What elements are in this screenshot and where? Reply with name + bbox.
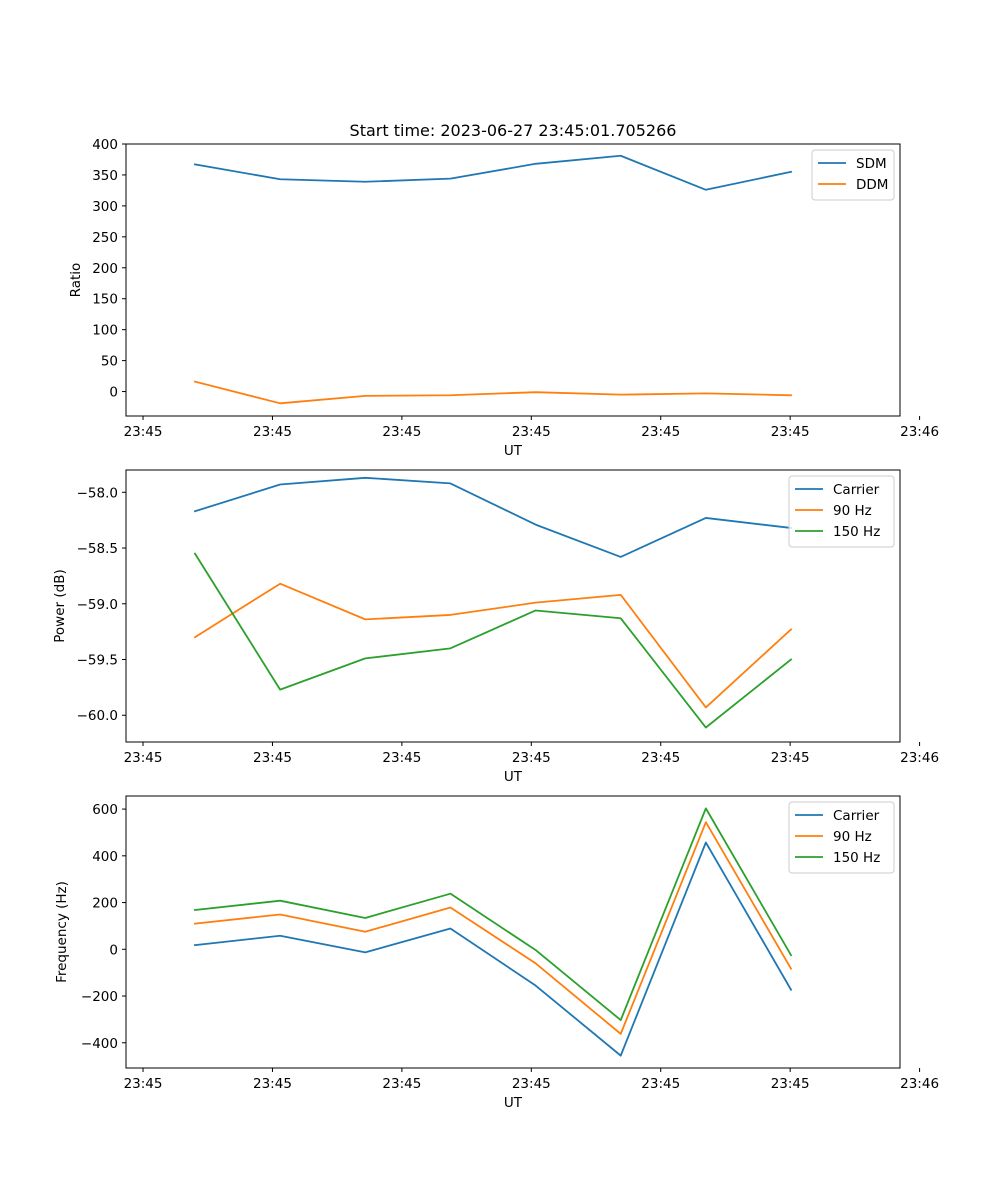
x-tick-label: 23:45 [512,1076,551,1092]
charts-container: 0 50 100 150 200 250 300 350 400 23:45 23:45 23:45 2… [52,137,939,1111]
y-axis-label: Frequency (Hz) [54,881,70,983]
series-line-carrier [193,476,793,558]
chart-panel-1: 0 50 100 150 200 250 300 350 400 23:45 23:45 23:45 2… [68,137,939,459]
x-tick-label: 23:45 [382,1076,421,1092]
x-tick-label: 23:45 [253,750,292,766]
x-axis-label: UT [504,443,523,459]
x-tick-label: 23:45 [641,1076,680,1092]
y-tick-label: 150 [92,292,118,308]
legend-entry: 90 Hz [833,503,872,519]
x-tick-label: 23:45 [512,750,551,766]
legend: SDM DDM [811,149,895,201]
y-tick-label: 200 [92,896,118,912]
series-line-90-hz [193,582,793,709]
y-tick-label: −200 [81,989,118,1005]
series-line-90-hz [193,821,793,1035]
series-line-sdm [193,154,793,191]
legend-entry: Carrier [833,482,880,498]
x-tick-label: 23:46 [900,424,939,440]
plot-frame [125,469,901,743]
plot-frame [125,143,901,417]
series-line-150-hz [193,807,793,1021]
figure-title: Start time: 2023-06-27 23:45:01.705266 [350,121,677,140]
x-tick-label: 23:45 [124,424,163,440]
y-tick-label: 400 [92,137,118,153]
x-tick-label: 23:45 [771,424,810,440]
series-line-carrier [193,841,793,1057]
legend-entry: SDM [856,156,887,172]
legend-entry: 90 Hz [833,829,872,845]
legend-entry: Carrier [833,808,880,824]
series-line-ddm [193,380,792,405]
x-tick-label: 23:45 [382,424,421,440]
legend-entry: DDM [856,177,888,193]
x-tick-label: 23:45 [124,750,163,766]
y-tick-label: 350 [92,168,118,184]
y-tick-label: −59.0 [77,597,118,613]
y-tick-label: 200 [92,261,118,277]
y-tick-label: 0 [109,942,118,958]
legend-entry: 150 Hz [833,524,880,540]
y-tick-label: 400 [92,849,118,865]
chart-panel-3: −400 −200 0 200 400 600 23:45 23:45 23:45 23:45 23… [54,795,939,1111]
x-tick-label: 23:46 [900,750,939,766]
y-tick-label: 0 [109,385,118,401]
x-tick-label: 23:45 [253,1076,292,1092]
legend: Carrier 90 Hz 150 Hz [788,801,895,874]
x-tick-label: 23:45 [641,424,680,440]
y-axis-label: Ratio [68,263,84,298]
x-tick-label: 23:45 [253,424,292,440]
y-tick-label: 100 [92,323,118,339]
series-line-150-hz [193,552,793,729]
legend-box [788,801,895,874]
x-tick-label: 23:45 [124,1076,163,1092]
y-axis-label: Power (dB) [52,569,68,642]
legend: Carrier 90 Hz 150 Hz [788,475,895,548]
y-tick-label: −400 [81,1036,118,1052]
x-tick-label: 23:45 [641,750,680,766]
x-axis-label: UT [504,769,523,785]
plot-frame [125,795,901,1069]
y-tick-label: 250 [92,230,118,246]
y-tick-label: −58.0 [77,485,118,501]
y-tick-label: −58.5 [77,541,118,557]
y-tick-label: −59.5 [77,653,118,669]
x-axis-label: UT [504,1095,523,1111]
x-tick-label: 23:45 [771,750,810,766]
chart-panel-2: −58.0 −58.5 −59.0 −59.5 −60.0 23:45 23:45 23:45… [52,469,939,785]
y-tick-label: 600 [92,802,118,818]
y-tick-label: 300 [92,199,118,215]
legend-box [788,475,895,548]
x-tick-label: 23:46 [900,1076,939,1092]
y-tick-label: −60.0 [77,708,118,724]
x-tick-label: 23:45 [382,750,421,766]
x-tick-label: 23:45 [512,424,551,440]
y-tick-label: 50 [101,354,118,370]
x-tick-label: 23:45 [771,1076,810,1092]
legend-entry: 150 Hz [833,850,880,866]
